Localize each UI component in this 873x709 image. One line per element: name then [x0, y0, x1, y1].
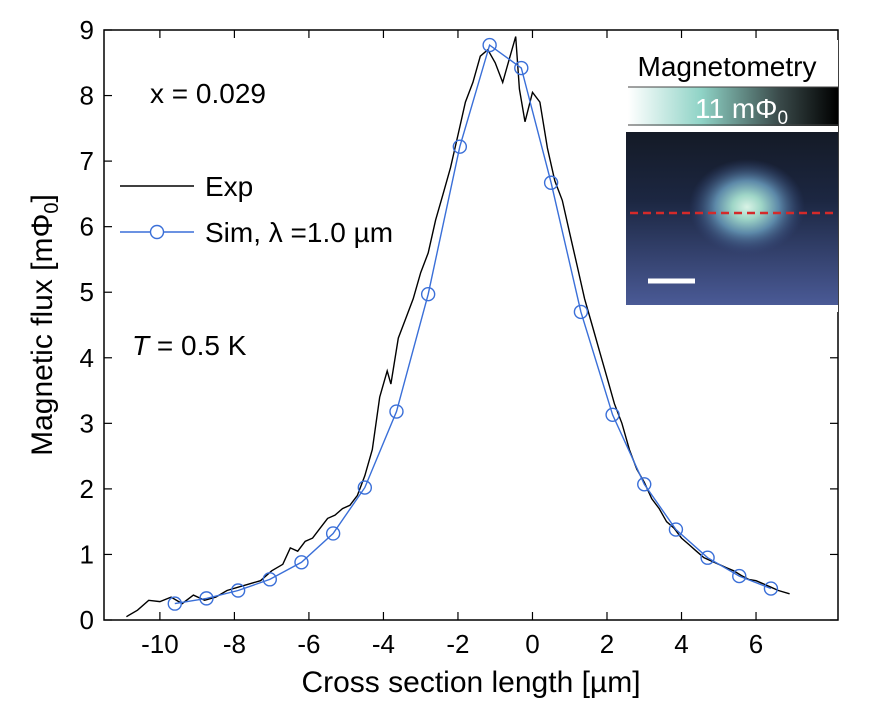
y-tick-label: 4 [80, 343, 94, 373]
x-tick-label: 6 [749, 629, 763, 659]
colorbar-label-main: 11 mΦ [695, 93, 778, 124]
x-tick-label: 0 [525, 629, 539, 659]
y-tick-label: 7 [80, 146, 94, 176]
y-axis-label: Magnetic flux [mΦ0] [26, 194, 63, 456]
sim-data-point [262, 572, 278, 587]
series-sim-markers [167, 37, 779, 611]
sim-data-point [389, 404, 404, 419]
x-axis-ticks: -10 -8 -6 -4 -2 0 2 4 6 [141, 30, 763, 659]
y-axis-label-sub: 0 [41, 202, 63, 213]
y-axis-label-main: Magnetic flux [mΦ [26, 214, 59, 456]
sim-data-point [482, 37, 497, 53]
x-tick-label: -2 [446, 629, 469, 659]
y-axis-label-end: ] [26, 194, 59, 202]
sim-data-point [605, 407, 620, 423]
sim-data-point [325, 526, 341, 541]
x-tick-label: -6 [297, 629, 320, 659]
temperature-value: = 0.5 K [149, 330, 247, 361]
magnetometry-flux-spot [689, 159, 805, 255]
magnetometry-inset: Magnetometry 11 mΦ0 [612, 40, 838, 312]
composition-annotation: x = 0.029 [150, 78, 266, 109]
sim-data-point [452, 139, 468, 154]
sim-data-point [543, 175, 559, 190]
x-axis-label: Cross section length [µm] [301, 666, 640, 699]
sim-data-point [199, 591, 214, 606]
sim-data-point [700, 550, 715, 565]
sim-data-point [668, 522, 684, 537]
plot-area [103, 29, 839, 621]
sim-data-point [763, 581, 779, 596]
sim-data-point [294, 555, 309, 570]
sim-data-point [167, 596, 182, 611]
x-tick-label: -4 [372, 629, 395, 659]
y-axis-ticks: 0 1 2 3 4 5 6 7 8 9 [80, 15, 838, 635]
x-tick-label: 2 [600, 629, 614, 659]
temperature-symbol: T [132, 330, 151, 361]
sim-data-point [732, 568, 747, 584]
sim-data-point [230, 583, 246, 598]
legend-sim-label: Sim, λ =1.0 µm [205, 217, 393, 248]
y-tick-label: 9 [80, 15, 94, 45]
y-tick-label: 6 [80, 212, 94, 242]
x-tick-label: -10 [141, 629, 179, 659]
y-tick-label: 2 [80, 474, 94, 504]
inset-title: Magnetometry [638, 51, 817, 82]
x-tick-label: -8 [223, 629, 246, 659]
colorbar-label: 11 mΦ0 [695, 93, 788, 129]
y-tick-label: 1 [80, 539, 94, 569]
legend: Exp Sim, λ =1.0 µm [120, 171, 393, 248]
x-tick-label: 4 [674, 629, 688, 659]
sim-data-point [637, 477, 652, 492]
sim-data-point [420, 286, 436, 302]
sim-data-point [357, 480, 373, 495]
legend-sim-marker [149, 224, 165, 240]
sim-data-point [514, 60, 529, 76]
y-tick-label: 5 [80, 277, 94, 307]
legend-exp-label: Exp [205, 171, 253, 202]
series-exp-line [126, 36, 790, 618]
sim-data-point [573, 304, 589, 320]
y-tick-label: 3 [80, 408, 94, 438]
colorbar-label-sub: 0 [778, 108, 789, 129]
temperature-annotation: T = 0.5 K [132, 330, 247, 361]
y-tick-label: 8 [80, 81, 94, 111]
colorbar [628, 87, 838, 126]
y-tick-label: 0 [80, 605, 94, 635]
